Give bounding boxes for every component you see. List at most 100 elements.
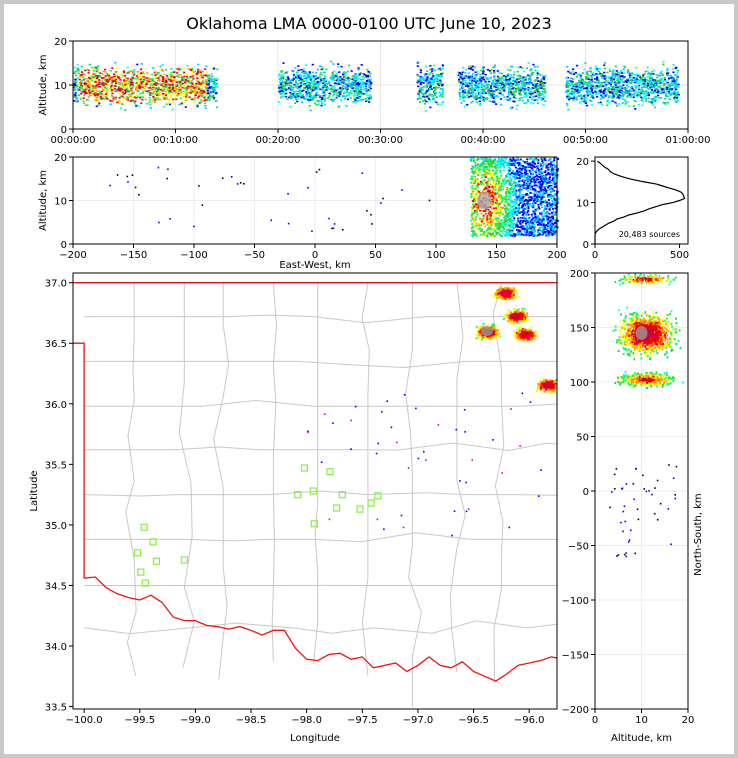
- source-pixel: [541, 93, 544, 95]
- source-pixel: [184, 91, 187, 93]
- source-pixel: [519, 192, 522, 195]
- source-pixel: [198, 75, 202, 78]
- source-pixel: [648, 80, 652, 83]
- source-pixel: [597, 70, 600, 73]
- source-pixel: [161, 64, 164, 66]
- source-pixel: [336, 96, 339, 98]
- source-pixel: [365, 75, 368, 78]
- source-pixel: [153, 101, 157, 104]
- source-pixel: [185, 89, 188, 92]
- source-pixel: [178, 86, 181, 89]
- source-pixel: [428, 89, 431, 91]
- source-pixel: [584, 87, 587, 89]
- source-pixel: [95, 96, 98, 99]
- source-pixel: [113, 86, 116, 88]
- source-pixel: [622, 68, 625, 70]
- source-pixel: [486, 85, 489, 87]
- source-pixel: [193, 91, 197, 93]
- source-pixel: [315, 94, 318, 96]
- source-pixel: [278, 90, 281, 93]
- source-pixel: [470, 174, 473, 177]
- source-pixel: [482, 99, 485, 101]
- source-pixel: [163, 94, 166, 96]
- source-pixel: [664, 102, 667, 104]
- source-pixel: [365, 100, 368, 102]
- source-pixel: [157, 76, 161, 79]
- source-pixel: [286, 98, 289, 100]
- source-pixel: [159, 98, 162, 101]
- source-pixel: [441, 93, 444, 96]
- source-pixel: [119, 79, 122, 81]
- source-pixel: [147, 74, 151, 76]
- source-pixel: [102, 94, 105, 96]
- source-pixel: [206, 71, 209, 73]
- source-pixel: [125, 90, 128, 93]
- source-pixel: [106, 86, 109, 89]
- source-pixel: [584, 84, 587, 86]
- source-pixel: [147, 91, 151, 93]
- source-pixel: [471, 65, 474, 68]
- source-pixel: [536, 93, 539, 95]
- source-pixel: [191, 75, 194, 78]
- source-pixel: [80, 71, 84, 73]
- source-pixel: [127, 80, 130, 83]
- source-pixel: [96, 94, 99, 97]
- source-pixel: [618, 86, 621, 89]
- source-pixel: [87, 96, 90, 98]
- source-pixel: [356, 100, 360, 102]
- source-pixel: [474, 162, 477, 165]
- source-pixel: [551, 215, 554, 218]
- source-pixel: [666, 81, 669, 84]
- source-pixel: [287, 192, 289, 195]
- source-pixel: [654, 91, 657, 94]
- source-pixel: [333, 70, 336, 73]
- source-pixel: [461, 78, 464, 80]
- source-pixel: [426, 86, 429, 89]
- source-pixel: [524, 78, 527, 81]
- source-pixel: [212, 78, 215, 81]
- source-pixel: [601, 77, 604, 80]
- source-pixel: [109, 99, 112, 102]
- source-pixel: [471, 79, 474, 82]
- source-pixel: [333, 82, 336, 85]
- source-pixel: [667, 90, 671, 93]
- source-pixel: [129, 95, 132, 98]
- source-pixel: [481, 92, 484, 95]
- source-pixel: [319, 88, 322, 91]
- source-pixel: [523, 92, 526, 95]
- source-pixel: [287, 222, 290, 225]
- source-pixel: [298, 86, 301, 88]
- source-pixel: [565, 76, 568, 79]
- source-pixel: [538, 170, 541, 173]
- source-pixel: [333, 87, 336, 89]
- source-pixel: [646, 70, 649, 72]
- source-pixel: [326, 87, 330, 89]
- source-pixel: [472, 88, 476, 90]
- source-pixel: [535, 87, 538, 89]
- source-pixel: [366, 75, 369, 77]
- source-pixel: [541, 74, 544, 77]
- source-pixel: [205, 79, 208, 81]
- source-pixel: [315, 91, 318, 94]
- source-pixel: [676, 95, 680, 97]
- source-pixel: [201, 87, 204, 90]
- source-pixel: [419, 68, 422, 71]
- source-pixel: [191, 67, 194, 70]
- source-pixel: [340, 99, 343, 101]
- source-pixel: [478, 88, 481, 91]
- source-pixel: [169, 218, 171, 220]
- source-pixel: [576, 92, 579, 94]
- source-pixel: [207, 76, 210, 79]
- source-pixel: [479, 209, 482, 212]
- source-pixel: [574, 83, 577, 86]
- source-pixel: [521, 87, 525, 90]
- source-pixel: [303, 77, 306, 80]
- source-pixel: [183, 80, 186, 82]
- source-pixel: [242, 183, 245, 185]
- x-tick-label: 00:10:00: [153, 135, 198, 146]
- source-pixel: [197, 88, 200, 90]
- source-pixel: [657, 90, 660, 93]
- source-pixel: [351, 83, 354, 86]
- source-pixel: [320, 89, 324, 91]
- source-pixel: [101, 73, 104, 75]
